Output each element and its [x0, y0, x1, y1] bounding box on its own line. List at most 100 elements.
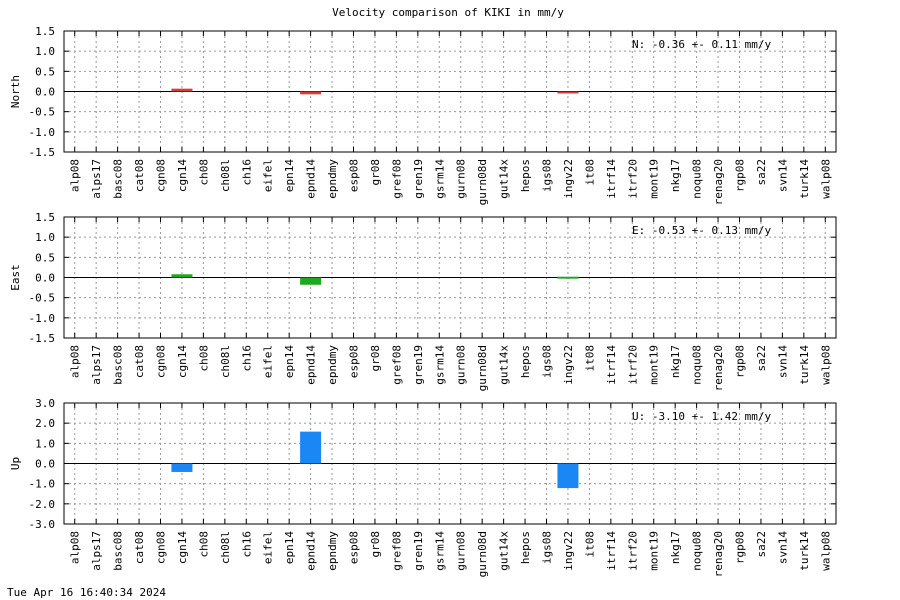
x-tick-label: sa22	[755, 531, 768, 558]
x-tick-label: igs08	[541, 159, 554, 192]
x-tick-label: gr08	[369, 531, 382, 558]
y-axis-label: Up	[9, 457, 22, 470]
x-tick-label: ch08l	[219, 345, 232, 378]
x-tick-label: cgn08	[155, 159, 168, 192]
x-tick-label: mont19	[648, 345, 661, 385]
x-tick-label: walp08	[819, 345, 832, 385]
x-tick-label: epnd14	[305, 345, 318, 385]
y-tick-label: -3.0	[29, 518, 56, 531]
x-tick-label: itrf20	[626, 159, 639, 199]
y-tick-label: -1.5	[29, 332, 56, 345]
panel-north: 1.5 1.0 0.5 0.0 -0.5 -1.0 -1.5 alp08 alps17 basc0…	[9, 25, 837, 205]
x-tick-label: ingv22	[562, 345, 575, 385]
bar-cgn14	[171, 463, 193, 472]
x-tick-label: renag20	[712, 345, 725, 391]
x-tick-label: gurn08	[455, 345, 468, 385]
x-tick-label: itrf20	[626, 345, 639, 385]
x-tick-label: noqu08	[691, 345, 704, 385]
x-tick-label: alps17	[90, 159, 103, 199]
x-tick-label: epnd14	[305, 531, 318, 571]
x-tick-label: rgp08	[734, 159, 747, 192]
x-tick-label: gut14x	[498, 159, 511, 199]
x-tick-label: alp08	[69, 531, 82, 564]
bar-ingv22	[557, 276, 579, 279]
x-tick-label: hepos	[519, 531, 532, 564]
x-tick-label: ch08	[197, 531, 210, 558]
x-tick-label: svn14	[776, 159, 789, 192]
x-tick-label: ch16	[240, 345, 253, 372]
y-axis-label: East	[9, 264, 22, 291]
stats-annotation: N: -0.36 +- 0.11 mm/y	[632, 38, 771, 51]
x-tick-label: gren19	[412, 531, 425, 571]
x-tick-label: ingv22	[562, 159, 575, 199]
x-tick-label: eifel	[262, 345, 275, 378]
x-tick-label: nkg17	[669, 159, 682, 192]
x-tick-label: it08	[583, 345, 596, 372]
x-tick-label: basc08	[112, 159, 125, 199]
y-tick-label: 1.0	[35, 437, 55, 450]
x-tick-label: ch08	[197, 159, 210, 186]
x-tick-label: walp08	[819, 531, 832, 571]
y-tick-label: 2.0	[35, 417, 55, 430]
y-tick-label: -1.0	[29, 312, 56, 325]
x-tick-label: cat08	[133, 345, 146, 378]
y-tick-label: -2.0	[29, 498, 56, 511]
x-tick-label: cat08	[133, 159, 146, 192]
x-tick-label: itrf14	[605, 531, 618, 571]
bar-epnd14	[300, 91, 322, 95]
y-tick-label: -0.5	[29, 106, 56, 119]
x-tick-label: nkg17	[669, 531, 682, 564]
x-tick-label: renag20	[712, 531, 725, 577]
x-tick-label: turk14	[798, 159, 811, 199]
x-tick-label: eifel	[262, 531, 275, 564]
x-tick-label: renag20	[712, 159, 725, 205]
y-tick-label: 1.0	[35, 231, 55, 244]
x-tick-label: svn14	[776, 531, 789, 564]
bar-epnd14	[300, 277, 322, 285]
x-tick-label: epnd14	[305, 159, 318, 199]
y-tick-label: 1.0	[35, 45, 55, 58]
x-tick-label: basc08	[112, 345, 125, 385]
x-tick-label: rgp08	[734, 531, 747, 564]
x-tick-label: gr08	[369, 345, 382, 372]
x-tick-label: epn14	[283, 159, 296, 192]
x-tick-label: gsrm14	[433, 531, 446, 571]
y-tick-label: -1.0	[29, 478, 56, 491]
x-tick-label: gref08	[390, 159, 403, 199]
x-tick-label: cat08	[133, 531, 146, 564]
x-tick-label: gsrm14	[433, 159, 446, 199]
y-tick-label: 1.5	[35, 25, 55, 38]
x-tick-label: gref08	[390, 345, 403, 385]
x-tick-label: igs08	[541, 345, 554, 378]
x-tick-label: sa22	[755, 159, 768, 186]
bar-cgn14	[171, 274, 193, 278]
y-tick-label: -0.5	[29, 292, 56, 305]
y-tick-label: 0.0	[35, 86, 55, 99]
x-tick-label: gurn08d	[476, 159, 489, 205]
x-tick-label: cgn14	[176, 531, 189, 564]
x-tick-label: alp08	[69, 159, 82, 192]
y-tick-label: 3.0	[35, 397, 55, 410]
x-tick-label: it08	[583, 531, 596, 558]
y-axis-label: North	[9, 75, 22, 108]
x-tick-label: sa22	[755, 345, 768, 372]
x-tick-label: cgn08	[155, 345, 168, 378]
x-tick-label: rgp08	[734, 345, 747, 378]
x-tick-label: gsrm14	[433, 345, 446, 385]
x-tick-label: svn14	[776, 345, 789, 378]
x-tick-label: alps17	[90, 531, 103, 571]
x-tick-label: ingv22	[562, 531, 575, 571]
x-tick-label: gren19	[412, 345, 425, 385]
x-tick-label: hepos	[519, 345, 532, 378]
panel-up: 3.0 2.0 1.0 0.0 -1.0 -2.0 -3.0 alp08 alps17 basc0…	[9, 397, 837, 577]
y-tick-label: 0.0	[35, 272, 55, 285]
x-tick-label: cgn08	[155, 531, 168, 564]
x-tick-label: esp08	[348, 345, 361, 378]
x-tick-label: noqu08	[691, 531, 704, 571]
bar-cgn14	[171, 88, 193, 92]
x-tick-label: itrf14	[605, 345, 618, 385]
x-tick-label: gurn08	[455, 159, 468, 199]
bar-ingv22	[557, 91, 579, 94]
footer-timestamp: Tue Apr 16 16:40:34 2024	[7, 586, 166, 599]
